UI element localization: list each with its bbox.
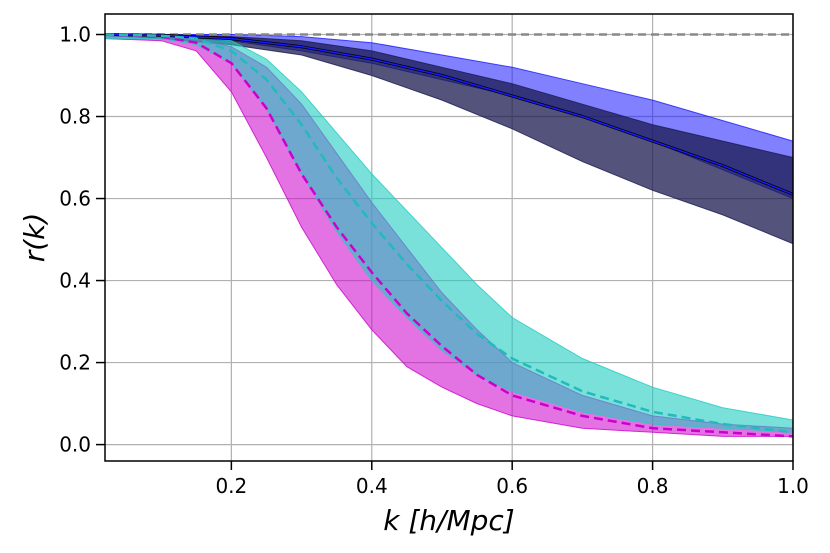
x-tick-label-2: 0.6 <box>496 474 528 498</box>
y-axis-label-group: r(k) <box>18 213 51 263</box>
y-tick-label-5: 1.0 <box>59 23 91 47</box>
x-tick-label-4: 1.0 <box>777 474 809 498</box>
y-tick-label-2: 0.4 <box>59 269 91 293</box>
series-line-1 <box>104 33 794 196</box>
x-axis-label: k [h/Mpc] <box>383 504 514 537</box>
series <box>104 33 794 438</box>
x-tick-label-1: 0.4 <box>356 474 388 498</box>
series-line-2 <box>104 33 794 438</box>
y-tick-label-1: 0.2 <box>59 351 91 375</box>
y-tick-label-4: 0.8 <box>59 105 91 129</box>
plot-frame <box>104 13 794 462</box>
series-line-3 <box>104 33 794 434</box>
ticks: 0.2 0.4 0.6 0.8 1.0 0.0 0.2 0.4 0.6 0.8 1.0 <box>59 23 809 498</box>
bands <box>104 34 794 437</box>
y-tick-label-0: 0.0 <box>59 433 91 457</box>
x-tick-label-0: 0.2 <box>215 474 247 498</box>
y-axis-label: r(k) <box>18 213 51 263</box>
x-tick-label-3: 0.8 <box>637 474 669 498</box>
y-tick-label-3: 0.6 <box>59 187 91 211</box>
